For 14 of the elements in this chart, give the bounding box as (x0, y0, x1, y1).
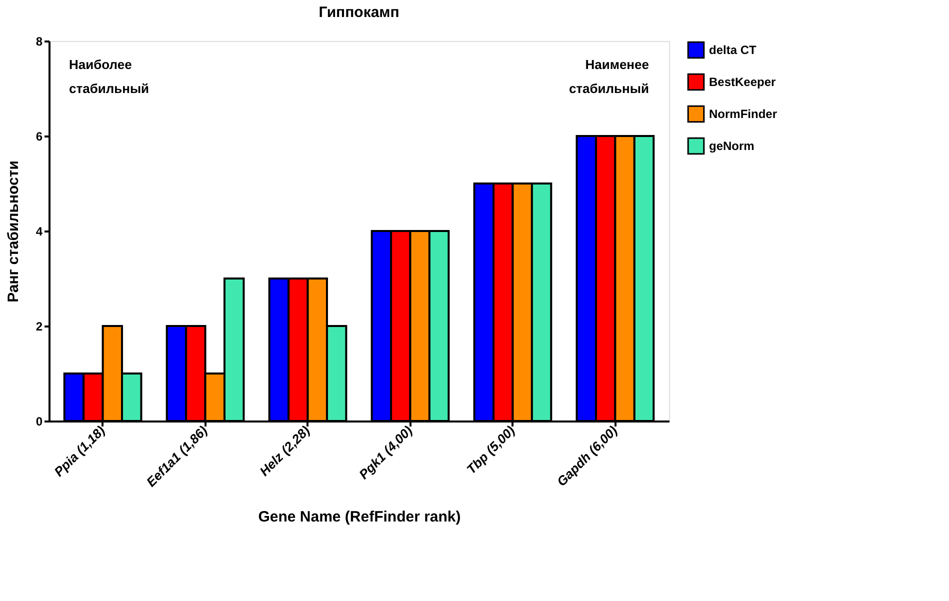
annotation: Наиболее стабильный (69, 57, 150, 96)
legend-label: BestKeeper (709, 75, 776, 89)
legend-label: delta CT (709, 43, 758, 57)
legend-label: geNorm (709, 139, 754, 153)
y-tick-label: 0 (36, 414, 43, 428)
y-tick-label: 2 (36, 320, 43, 334)
y-tick-label: 8 (36, 34, 43, 48)
y-tick-label: 4 (36, 224, 43, 238)
annotation: Наименее стабильный (568, 57, 650, 96)
y-axis-title: Ранг стабильности (4, 160, 22, 302)
chart-title: Гиппокамп (318, 4, 400, 21)
x-axis-title: Gene Name (RefFinder rank) (258, 508, 461, 526)
legend-label: NormFinder (709, 107, 778, 121)
y-tick-label: 6 (36, 130, 43, 144)
